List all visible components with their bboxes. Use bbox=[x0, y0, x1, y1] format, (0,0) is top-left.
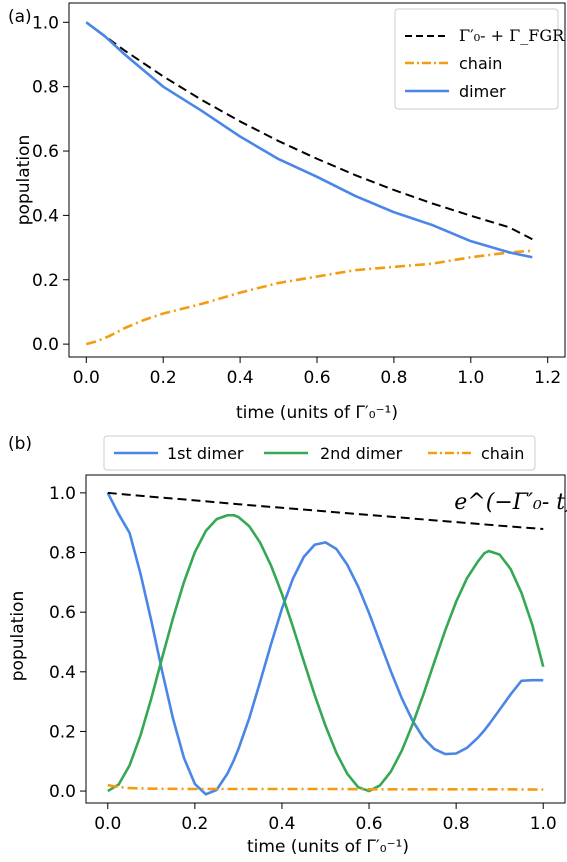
panel-a-x-tick-label-1: 0.2 bbox=[150, 368, 177, 388]
panel-b-y-tick-label-5: 1.0 bbox=[49, 484, 76, 504]
panel-b-y-axis-label: population bbox=[8, 591, 28, 681]
panel-a-legend-box bbox=[394, 8, 559, 110]
panel-b-series-1 bbox=[107, 513, 545, 793]
panel-b-x-tick-label-0: 0.0 bbox=[94, 814, 121, 834]
panel-a-x-axis-label: time (units of Γ′₀⁻¹) bbox=[236, 403, 398, 423]
panel-b-series-3 bbox=[107, 491, 544, 530]
panel-a-y-tick-label-3: 0.6 bbox=[32, 142, 59, 162]
panel-a-plot-area bbox=[85, 21, 533, 346]
panel-a-x-tick-label-5: 1.0 bbox=[457, 368, 484, 388]
panel-a-series-2 bbox=[85, 21, 533, 259]
panel-a-x-tick-label-0: 0.0 bbox=[73, 368, 100, 388]
panel-b-x-tick-label-4: 0.8 bbox=[443, 814, 470, 834]
panel-b-x-axis-label: time (units of Γ′₀⁻¹) bbox=[247, 837, 409, 857]
panel-a-legend: Γ′₀- + Γ_FGR chain dimer bbox=[394, 8, 565, 110]
panel-b-x-tick-label-1: 0.2 bbox=[181, 814, 208, 834]
panel-a-y-tick-label-2: 0.4 bbox=[32, 206, 59, 226]
panel-a-legend-label-dimer: dimer bbox=[459, 82, 506, 101]
panel-a-series-1 bbox=[85, 249, 533, 346]
panel-a-x-tick-label-2: 0.4 bbox=[227, 368, 254, 388]
panel-a-y-tick-label-4: 0.8 bbox=[32, 78, 59, 98]
panel-b-y-tick-label-3: 0.6 bbox=[49, 603, 76, 623]
panel-b-legend: 1st dimer 2nd dimer chain bbox=[103, 435, 536, 471]
panel-a-x-tick-label-3: 0.6 bbox=[303, 368, 330, 388]
panel-a-y-tick-label-0: 0.0 bbox=[32, 335, 59, 355]
panel-b-frame bbox=[85, 474, 566, 804]
panel-b-plot-area bbox=[106, 491, 545, 796]
panel-a-series-0 bbox=[85, 21, 533, 241]
panel-b-legend-label-1st-dimer: 1st dimer bbox=[167, 444, 244, 463]
panel-a-y-axis-label: population bbox=[14, 135, 34, 225]
panel-b-series-2 bbox=[107, 783, 544, 791]
panel-a-x-tick-label-6: 1.2 bbox=[534, 368, 561, 388]
panel-b-x-tick-label-5: 1.0 bbox=[530, 814, 557, 834]
panel-a-y-tick-label-5: 1.0 bbox=[32, 13, 59, 33]
panel-b-x-tick-label-3: 0.6 bbox=[356, 814, 383, 834]
panel-a-y-ticks: 0.0 0.2 0.4 0.6 0.8 1.0 bbox=[32, 13, 69, 355]
panel-a-x-tick-label-4: 0.8 bbox=[380, 368, 407, 388]
panel-b-legend-label-chain: chain bbox=[481, 444, 524, 463]
panel-b-legend-box bbox=[103, 435, 536, 471]
panel-a: (a) 0.0 0.2 0.4 0.6 0.8 1.0 1.2 0.00.20.40.60.… bbox=[8, 2, 566, 423]
panel-a-x-ticks: 0.0 0.2 0.4 0.6 0.8 1.0 1.2 bbox=[73, 357, 561, 388]
panel-b-series-0 bbox=[106, 492, 544, 796]
panel-b-x-tick-label-2: 0.4 bbox=[268, 814, 295, 834]
panel-a-label: (a) bbox=[8, 7, 32, 27]
panel-b-y-ticks: 0.0 0.2 0.4 0.6 0.8 1.0 bbox=[49, 484, 86, 802]
panel-b-annotation: e^(−Γ′₀- t) bbox=[454, 490, 567, 515]
panel-a-y-tick-label-1: 0.2 bbox=[32, 271, 59, 291]
panel-b-y-tick-label-1: 0.2 bbox=[49, 722, 76, 742]
panel-b-label: (b) bbox=[8, 434, 32, 454]
panel-b: (b) 1st dimer 2nd dimer chain 0.0 0.2 0.4 0… bbox=[8, 434, 567, 857]
panel-b-y-tick-label-4: 0.8 bbox=[49, 544, 76, 564]
panel-b-legend-label-2nd-dimer: 2nd dimer bbox=[320, 444, 403, 463]
panel-b-x-ticks: 0.0 0.2 0.4 0.6 0.8 1.0 bbox=[94, 803, 557, 834]
panel-a-legend-label-chain: chain bbox=[459, 54, 502, 73]
panel-a-legend-label-fgr: Γ′₀- + Γ_FGR bbox=[459, 26, 565, 45]
panel-b-y-tick-label-0: 0.0 bbox=[49, 782, 76, 802]
panel-b-y-tick-label-2: 0.4 bbox=[49, 663, 76, 683]
